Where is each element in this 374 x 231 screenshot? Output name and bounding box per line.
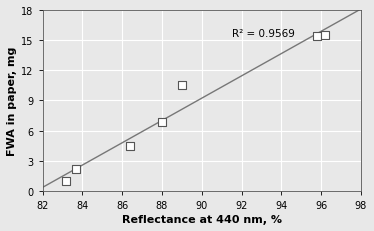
X-axis label: Reflectance at 440 nm, %: Reflectance at 440 nm, % (122, 214, 282, 224)
Point (322, 34, 328, 38)
Point (73, 167, 79, 171)
Point (179, 84, 185, 88)
Point (314, 35, 320, 39)
Point (64, 179, 70, 183)
Point (127, 144, 133, 148)
Point (159, 120, 165, 124)
Y-axis label: FWA in paper, mg: FWA in paper, mg (7, 46, 17, 155)
Text: R² = 0.9569: R² = 0.9569 (232, 29, 294, 39)
